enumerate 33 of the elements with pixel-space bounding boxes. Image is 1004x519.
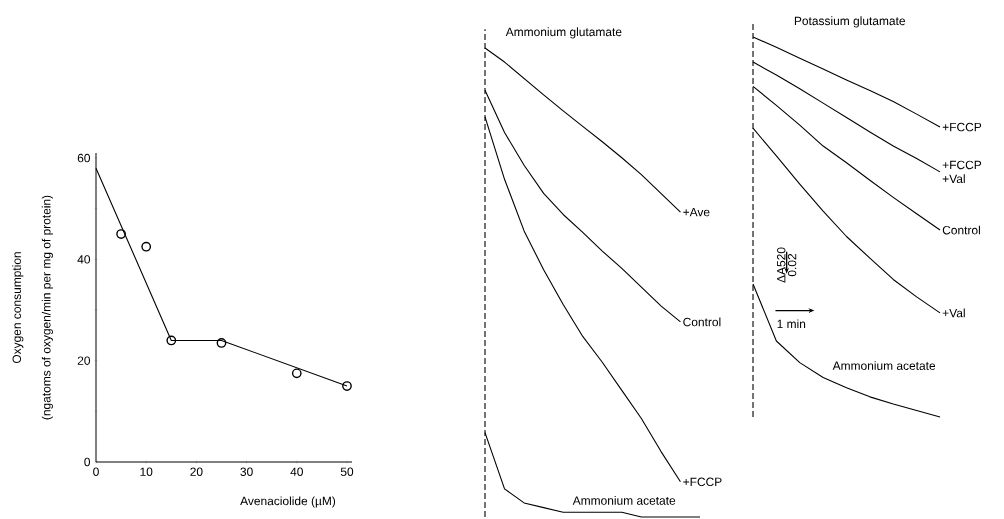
x-tick-label: 10 <box>140 467 153 476</box>
series-label: Ammonium acetate <box>572 496 676 505</box>
x-tick-label: 50 <box>340 467 354 476</box>
y-tick-label: 40 <box>77 255 91 264</box>
annotation: ΔA520 <box>777 247 786 283</box>
y-axis-title: Oxygen consumption <box>12 252 24 364</box>
series-label: +FCCP <box>942 122 982 132</box>
series-label: Ammonium acetate <box>832 361 936 370</box>
x-tick-label: 0 <box>93 467 99 476</box>
annotation: 1 min <box>777 319 806 329</box>
series-label: Control <box>683 317 721 327</box>
x-tick-label: 20 <box>190 467 203 476</box>
point <box>291 368 302 379</box>
series-label: +FCCP <box>683 477 722 487</box>
point <box>166 335 177 346</box>
x-axis-title: Avenaciolide (µM) <box>240 496 336 508</box>
chart-title: Potassium glutamate <box>794 16 906 28</box>
x-tick-label: 30 <box>240 467 253 476</box>
point <box>216 338 227 348</box>
series-label: +Ave <box>683 207 710 217</box>
point <box>116 229 126 239</box>
point <box>141 241 152 252</box>
chart-title: Ammonium glutamate <box>505 27 622 39</box>
series-label: Control <box>942 225 980 235</box>
y-tick-label: 0 <box>84 457 91 467</box>
series-label: +Val <box>942 308 965 318</box>
y-tick-label: 20 <box>77 356 91 365</box>
annotation: 0.02 <box>787 253 797 277</box>
series-label: +FCCP +Val <box>942 160 982 184</box>
point <box>342 381 352 391</box>
text: (ngatoms of oxygen/min per mg of protein) <box>41 195 53 420</box>
y-tick-label: 60 <box>77 153 91 163</box>
x-tick-label: 40 <box>290 467 303 476</box>
